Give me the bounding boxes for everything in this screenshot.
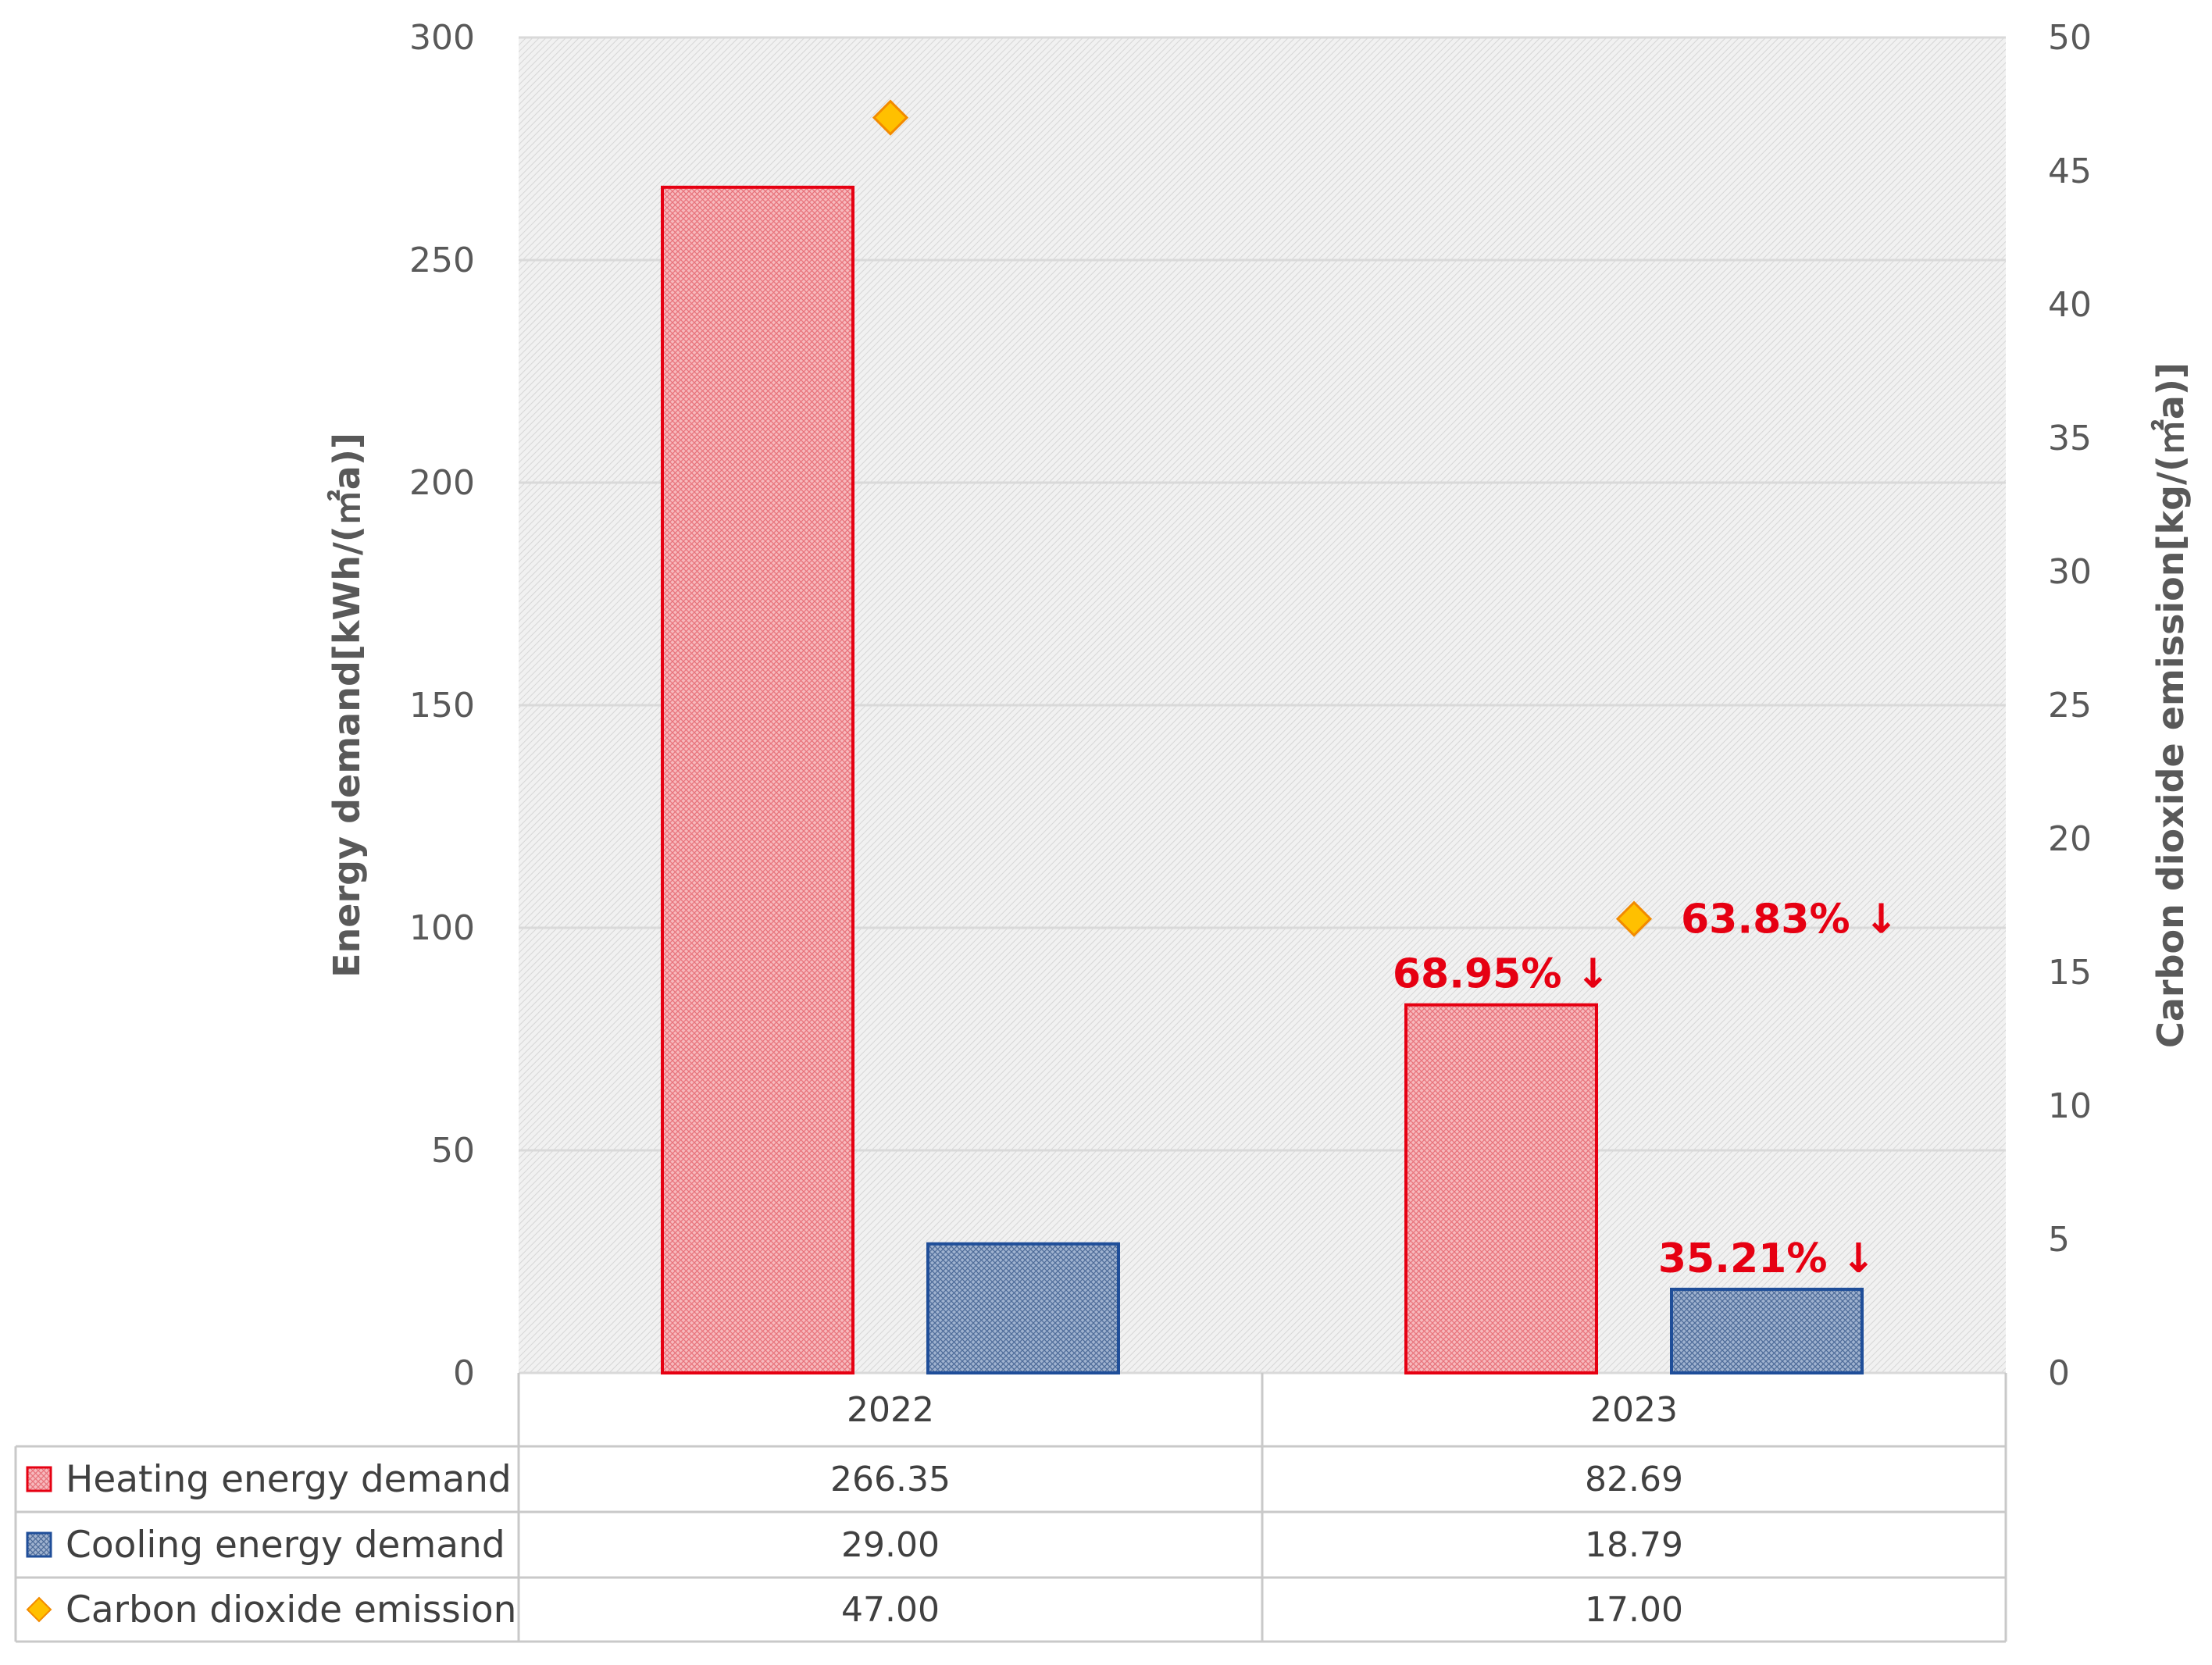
legend-label: Cooling energy demand bbox=[66, 1524, 505, 1567]
category-label: 2023 bbox=[1590, 1390, 1678, 1430]
right-tick-label: 15 bbox=[2048, 953, 2092, 993]
left-tick-label: 100 bbox=[409, 908, 475, 948]
left-tick-label: 250 bbox=[409, 241, 475, 280]
bar-heating-energy-demand bbox=[1404, 1003, 1598, 1374]
right-axis-ticks: 0 5 10 15 20 25 30 35 40 45 50 bbox=[2048, 18, 2092, 1393]
right-tick-label: 0 bbox=[2048, 1353, 2070, 1393]
carbon-dioxide-emission-marker bbox=[1615, 900, 1653, 937]
table-value-cell: 17.00 bbox=[1585, 1590, 1683, 1630]
left-tick-label: 150 bbox=[409, 686, 475, 726]
table-value-cell: 266.35 bbox=[830, 1460, 951, 1499]
data-table: 2022 2023 Heating energy demand 266.35 82.6… bbox=[14, 1373, 2007, 1643]
right-tick-label: 50 bbox=[2048, 18, 2092, 58]
right-tick-label: 10 bbox=[2048, 1086, 2092, 1126]
table-value-cell: 29.00 bbox=[841, 1525, 940, 1565]
legend-label: Carbon dioxide emission bbox=[66, 1588, 516, 1631]
left-tick-label: 50 bbox=[431, 1131, 475, 1171]
left-tick-label: 0 bbox=[453, 1353, 475, 1393]
right-tick-label: 20 bbox=[2048, 819, 2092, 859]
carbon-dioxide-emission-marker bbox=[872, 99, 909, 136]
emission-markers bbox=[872, 99, 1653, 937]
left-tick-label: 200 bbox=[409, 463, 475, 503]
right-tick-label: 40 bbox=[2048, 285, 2092, 325]
bar-heating-energy-demand bbox=[661, 185, 854, 1374]
legend-label: Heating energy demand bbox=[66, 1458, 512, 1501]
bar-marks bbox=[661, 185, 1864, 1374]
reduction-annotation: 68.95% ↓ bbox=[1393, 951, 1610, 998]
legend-key-heating-energy-demand bbox=[26, 1466, 52, 1492]
left-tick-label: 300 bbox=[409, 18, 475, 58]
right-tick-label: 30 bbox=[2048, 552, 2092, 592]
reduction-annotations: 68.95% ↓ 35.21% ↓ 63.83% ↓ bbox=[1393, 897, 1898, 1282]
table-value-cell: 82.69 bbox=[1585, 1460, 1683, 1499]
left-axis-ticks: 0 50 100 150 200 250 300 bbox=[409, 18, 475, 1393]
table-grid bbox=[14, 1373, 2007, 1643]
bar-cooling-energy-demand bbox=[926, 1242, 1120, 1374]
right-axis-title: Carbon dioxide emission[kg/(㎡a)] bbox=[2150, 362, 2192, 1048]
bar-cooling-energy-demand bbox=[1670, 1287, 1864, 1374]
right-tick-label: 45 bbox=[2048, 152, 2092, 191]
legend-key-cooling-energy-demand bbox=[26, 1531, 52, 1558]
right-tick-label: 5 bbox=[2048, 1220, 2070, 1260]
left-axis-title: Energy demand[kWh/(㎡a)] bbox=[326, 433, 368, 978]
right-tick-label: 35 bbox=[2048, 419, 2092, 458]
category-label: 2022 bbox=[847, 1390, 934, 1430]
legend-key-carbon-dioxide-emission bbox=[26, 1596, 52, 1623]
table-value-cell: 47.00 bbox=[841, 1590, 940, 1630]
table-value-cell: 18.79 bbox=[1585, 1525, 1683, 1565]
table-body: Heating energy demand 266.35 82.69 Cooling … bbox=[26, 1458, 1683, 1631]
reduction-annotation: 63.83% ↓ bbox=[1681, 897, 1898, 943]
reduction-annotation: 35.21% ↓ bbox=[1658, 1235, 1875, 1282]
table-category-row: 2022 2023 bbox=[847, 1390, 1678, 1430]
right-tick-label: 25 bbox=[2048, 686, 2092, 726]
